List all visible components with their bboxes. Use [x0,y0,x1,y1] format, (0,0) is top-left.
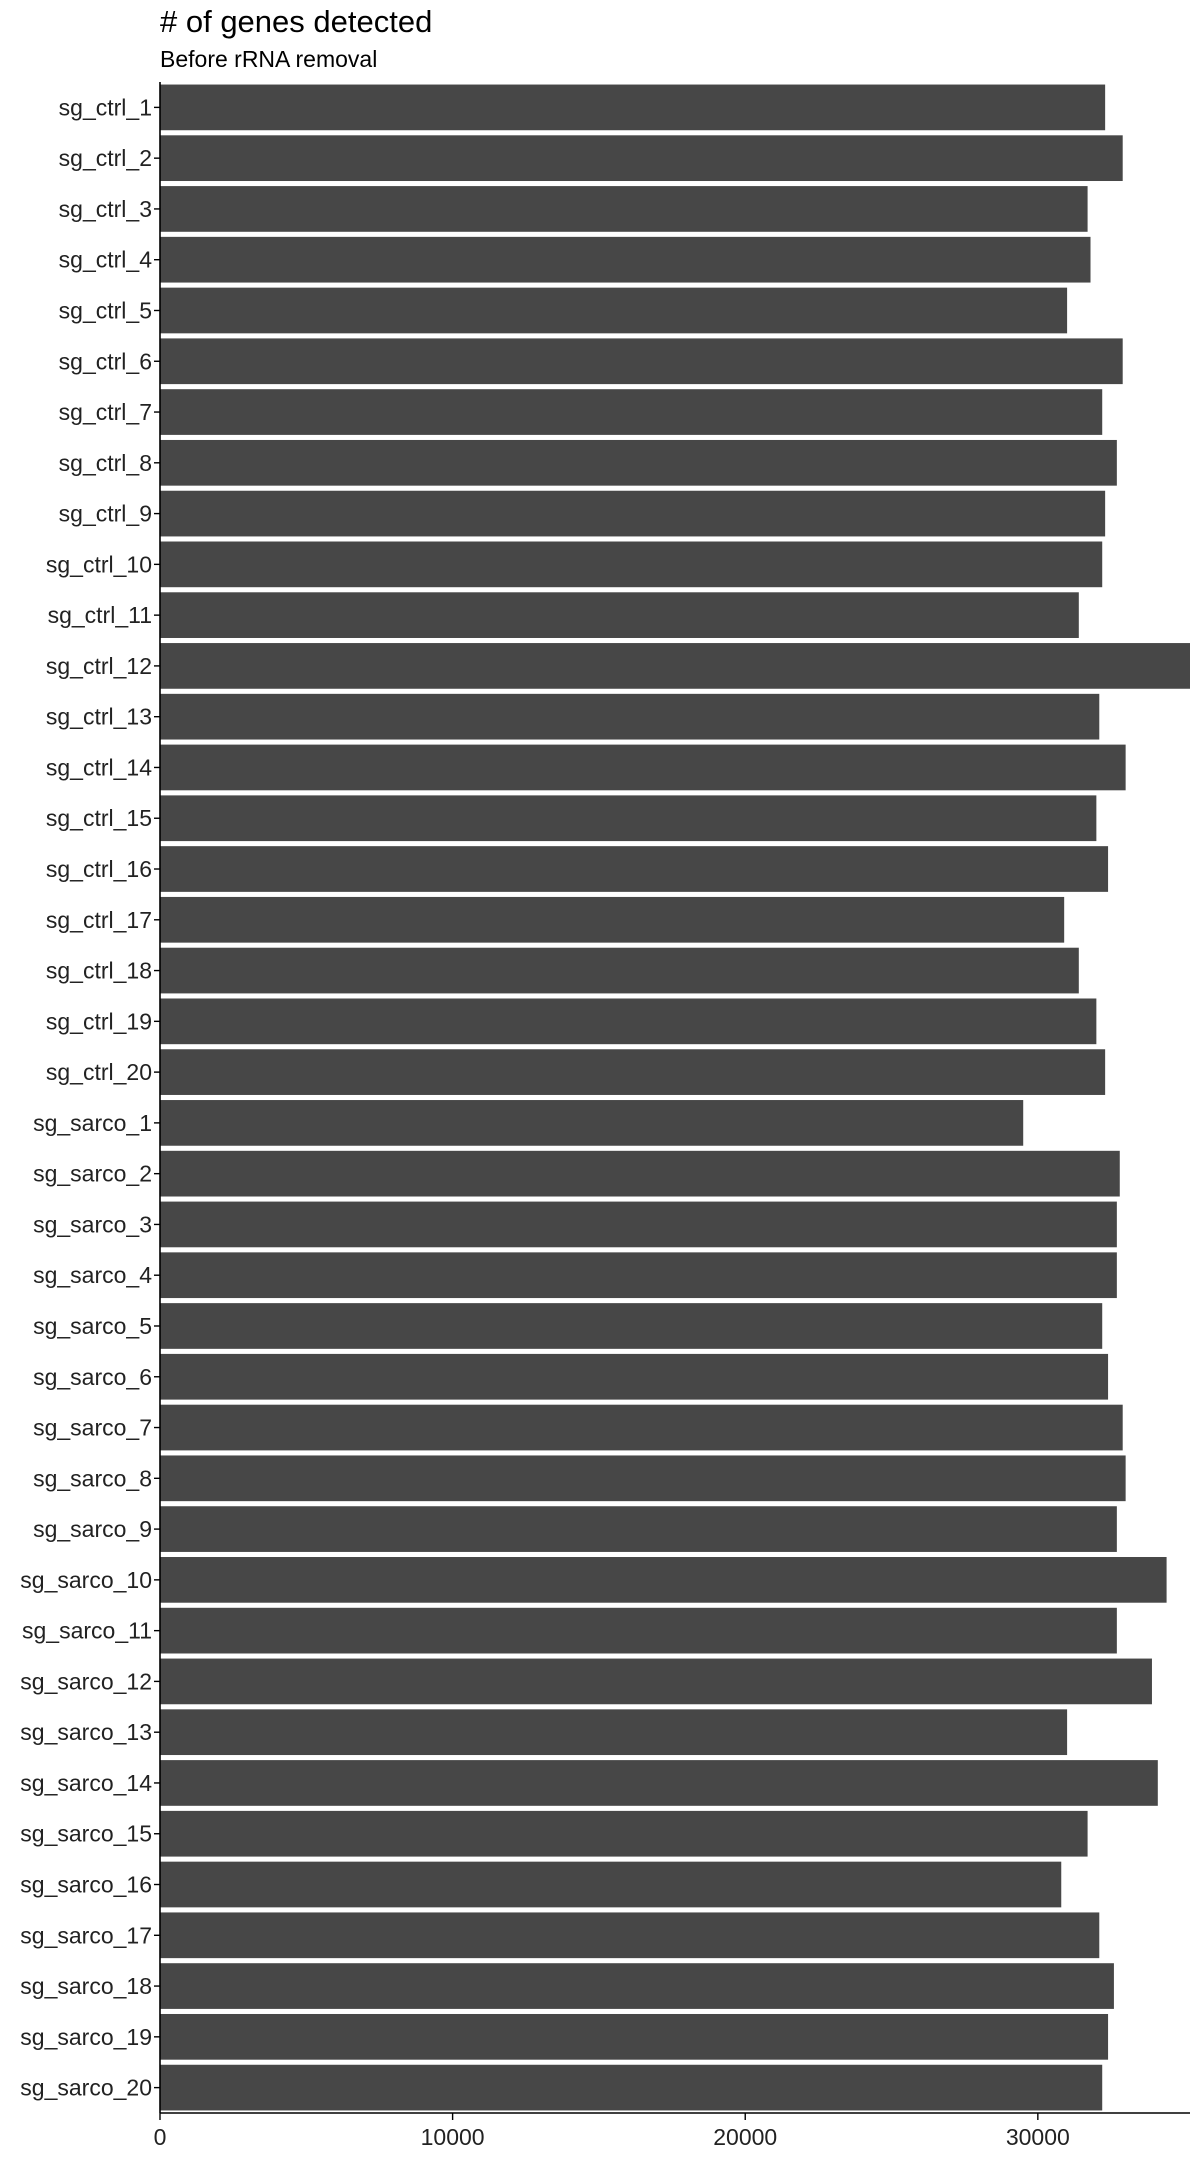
y-tick-label-sg_ctrl_11: sg_ctrl_11 [48,602,152,628]
bar-sg_sarco_4 [160,1252,1117,1299]
bar-sg_sarco_18 [160,1963,1114,2009]
bar-sg_ctrl_15 [160,795,1097,842]
bar-sg_sarco_13 [160,1709,1068,1756]
y-tick-label-sg_sarco_2: sg_sarco_2 [33,1161,152,1187]
bar-sg_sarco_7 [160,1404,1123,1451]
bar-sg_sarco_9 [160,1506,1117,1552]
y-tick-label-sg_ctrl_5: sg_ctrl_5 [59,297,152,323]
x-tick-label-0: 0 [154,2124,167,2150]
y-tick-label-sg_sarco_12: sg_sarco_12 [20,1668,152,1694]
bars-group [160,84,1190,2111]
bar-sg_ctrl_20 [160,1049,1106,1095]
bar-sg_ctrl_16 [160,846,1109,892]
bar-sg_sarco_17 [160,1912,1100,1959]
bar-sg_ctrl_11 [160,592,1079,638]
bar-sg_sarco_6 [160,1353,1109,1400]
y-tick-label-sg_sarco_9: sg_sarco_9 [33,1516,152,1542]
y-tick-label-sg_ctrl_17: sg_ctrl_17 [46,907,152,933]
bar-sg_sarco_8 [160,1455,1126,1502]
bar-sg_ctrl_4 [160,236,1091,283]
y-tick-label-sg_ctrl_1: sg_ctrl_1 [59,94,152,120]
bar-sg_sarco_12 [160,1658,1152,1705]
y-tick-label-sg_sarco_3: sg_sarco_3 [33,1211,152,1237]
y-tick-label-sg_ctrl_6: sg_ctrl_6 [59,348,152,374]
x-tick-label-30000: 30000 [1006,2124,1070,2150]
bar-sg_sarco_3 [160,1201,1117,1248]
x-tick-label-10000: 10000 [421,2124,485,2150]
y-tick-label-sg_sarco_13: sg_sarco_13 [20,1719,152,1745]
y-tick-label-sg_sarco_5: sg_sarco_5 [33,1313,152,1339]
y-tick-label-sg_ctrl_9: sg_ctrl_9 [59,501,152,527]
bar-sg_ctrl_3 [160,186,1088,232]
bar-sg_sarco_19 [160,2013,1109,2060]
y-tick-label-sg_ctrl_12: sg_ctrl_12 [46,653,152,679]
y-tick-label-sg_sarco_10: sg_sarco_10 [20,1567,152,1593]
y-tick-label-sg_sarco_6: sg_sarco_6 [33,1364,152,1390]
y-tick-label-sg_sarco_14: sg_sarco_14 [20,1770,152,1796]
bar-sg_ctrl_13 [160,693,1100,740]
bar-sg_ctrl_14 [160,744,1126,791]
bar-sg_sarco_15 [160,1810,1088,1857]
y-tick-label-sg_ctrl_19: sg_ctrl_19 [46,1008,152,1034]
y-tick-label-sg_sarco_7: sg_sarco_7 [33,1415,152,1441]
bar-sg_ctrl_18 [160,947,1079,994]
y-tick-label-sg_ctrl_16: sg_ctrl_16 [46,856,152,882]
y-tick-label-sg_sarco_1: sg_sarco_1 [33,1110,152,1136]
y-tick-label-sg_sarco_4: sg_sarco_4 [33,1262,152,1288]
bar-sg_ctrl_12 [160,643,1190,689]
y-tick-label-sg_ctrl_13: sg_ctrl_13 [46,704,152,730]
y-tick-labels: sg_ctrl_1 sg_ctrl_2 sg_ctrl_3 sg_ctrl_4 sg_c… [20,94,160,2101]
x-axis: 0 10000 20000 30000 [154,2113,1070,2150]
y-tick-label-sg_sarco_11: sg_sarco_11 [22,1618,152,1644]
bar-sg_sarco_14 [160,1760,1158,1806]
chart-subtitle: Before rRNA removal [160,46,377,72]
chart-title: # of genes detected [160,4,432,39]
y-tick-label-sg_ctrl_14: sg_ctrl_14 [46,754,152,780]
y-tick-label-sg_sarco_16: sg_sarco_16 [20,1872,152,1898]
y-tick-label-sg_ctrl_3: sg_ctrl_3 [59,196,152,222]
bar-sg_sarco_1 [160,1100,1024,1146]
bar-sg_ctrl_6 [160,338,1123,385]
bar-sg_ctrl_2 [160,135,1123,182]
bar-sg_ctrl_10 [160,541,1103,588]
y-tick-label-sg_sarco_17: sg_sarco_17 [20,1922,152,1948]
bar-sg_sarco_11 [160,1607,1117,1654]
y-tick-label-sg_ctrl_4: sg_ctrl_4 [59,247,153,273]
bar-sg_sarco_2 [160,1150,1120,1197]
bar-sg_ctrl_9 [160,490,1106,537]
bar-sg_sarco_10 [160,1557,1167,1603]
y-tick-label-sg_ctrl_7: sg_ctrl_7 [59,399,152,425]
bar-sg_ctrl_1 [160,84,1106,131]
y-tick-label-sg_sarco_18: sg_sarco_18 [20,1973,152,1999]
y-tick-label-sg_ctrl_20: sg_ctrl_20 [46,1059,152,1085]
y-tick-label-sg_sarco_15: sg_sarco_15 [20,1821,152,1847]
bar-sg_ctrl_7 [160,389,1103,435]
bar-sg_ctrl_8 [160,439,1117,486]
bar-sg_ctrl_5 [160,287,1068,334]
bar-sg_sarco_16 [160,1861,1062,1908]
y-tick-label-sg_ctrl_2: sg_ctrl_2 [59,145,152,171]
y-tick-label-sg_sarco_8: sg_sarco_8 [33,1465,152,1491]
bar-sg_ctrl_17 [160,896,1065,943]
y-tick-label-sg_sarco_20: sg_sarco_20 [20,2075,152,2101]
y-tick-label-sg_ctrl_18: sg_ctrl_18 [46,958,152,984]
x-tick-label-20000: 20000 [713,2124,777,2150]
bar-sg_sarco_5 [160,1303,1103,1349]
y-tick-label-sg_ctrl_10: sg_ctrl_10 [46,551,152,577]
bar-sg_sarco_20 [160,2064,1103,2111]
bar-sg_ctrl_19 [160,998,1097,1045]
y-tick-label-sg_sarco_19: sg_sarco_19 [20,2024,152,2050]
y-tick-label-sg_ctrl_15: sg_ctrl_15 [46,805,152,831]
y-tick-label-sg_ctrl_8: sg_ctrl_8 [59,450,152,476]
